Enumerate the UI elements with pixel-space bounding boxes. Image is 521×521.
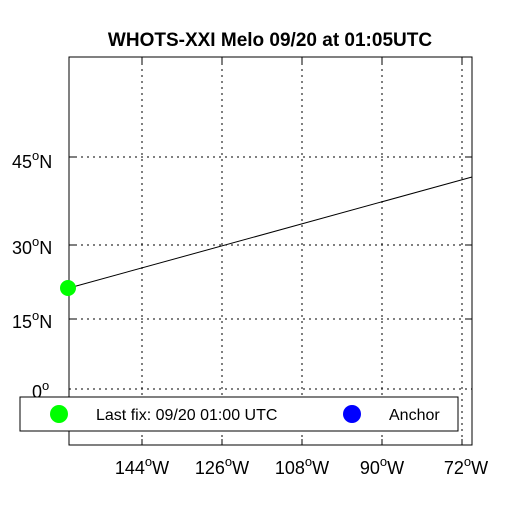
legend-box	[19, 396, 459, 432]
legend-anchor-label: Anchor	[389, 407, 440, 424]
map-ticks	[69, 57, 472, 445]
map-grid	[69, 57, 472, 445]
legend-last-fix-label: Last fix: 09/20 01:00 UTC	[96, 407, 277, 424]
lat-label-45: 45oN	[12, 148, 52, 172]
lon-labels: 144oW 126oW 108oW 90oW 72oW	[115, 454, 488, 478]
lat-label-0: 0o	[32, 378, 49, 402]
legend-anchor-marker	[343, 405, 361, 423]
lat-labels: 45oN 30oN 15oN 0o	[12, 148, 52, 402]
map-frame	[68, 56, 473, 446]
lat-label-30: 30oN	[12, 234, 52, 258]
lon-label-90: 90oW	[360, 454, 404, 478]
lon-label-126: 126oW	[195, 454, 249, 478]
lat-label-15: 15oN	[12, 308, 52, 332]
map-title: WHOTS-XXI Melo 09/20 at 01:05UTC	[108, 30, 432, 51]
map-legend: Last fix: 09/20 01:00 UTC Anchor	[19, 396, 459, 432]
legend-last-fix-marker	[50, 405, 68, 423]
last-fix-marker	[60, 280, 76, 296]
lon-label-72: 72oW	[444, 454, 488, 478]
mooring-track-line	[68, 176, 473, 289]
lon-label-108: 108oW	[275, 454, 329, 478]
lon-label-144: 144oW	[115, 454, 169, 478]
